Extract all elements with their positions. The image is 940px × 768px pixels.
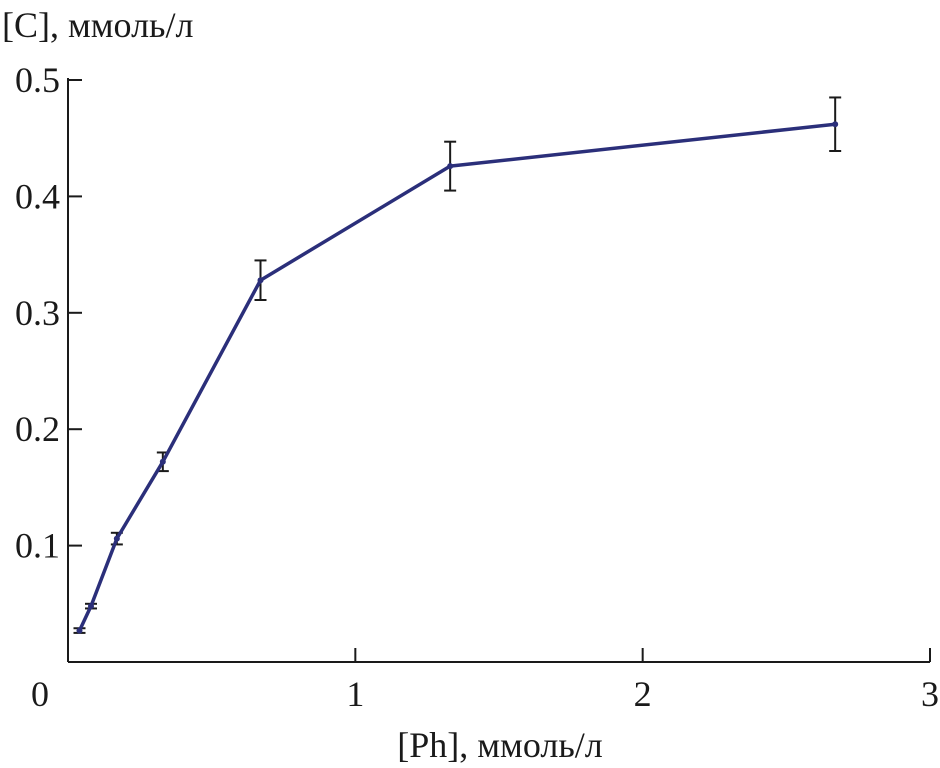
data-point — [447, 163, 454, 170]
ticks: 0 1 2 3 0.1 0.2 0.3 0.4 0.5 — [15, 60, 939, 714]
data-point — [113, 535, 120, 542]
data-point — [159, 458, 166, 465]
y-tick-label: 0.5 — [15, 60, 60, 100]
x-tick-label: 0 — [31, 674, 49, 714]
series-line — [77, 122, 836, 632]
x-tick-label: 2 — [634, 674, 652, 714]
axes — [67, 78, 930, 663]
data-point — [257, 277, 264, 284]
x-tick-label: 1 — [346, 674, 364, 714]
y-tick-label: 0.1 — [15, 526, 60, 566]
y-tick-label: 0.4 — [15, 176, 60, 216]
data-point — [832, 121, 839, 128]
data-point — [87, 603, 94, 610]
y-tick-label: 0.3 — [15, 293, 60, 333]
error-bars — [73, 96, 842, 634]
plot-area — [76, 121, 839, 634]
y-tick-label: 0.2 — [15, 409, 60, 449]
x-axis-title: [Ph], ммоль/л — [397, 725, 602, 765]
y-axis-title: [C], ммоль/л — [2, 5, 193, 45]
data-point — [76, 627, 83, 634]
x-tick-label: 3 — [921, 674, 939, 714]
